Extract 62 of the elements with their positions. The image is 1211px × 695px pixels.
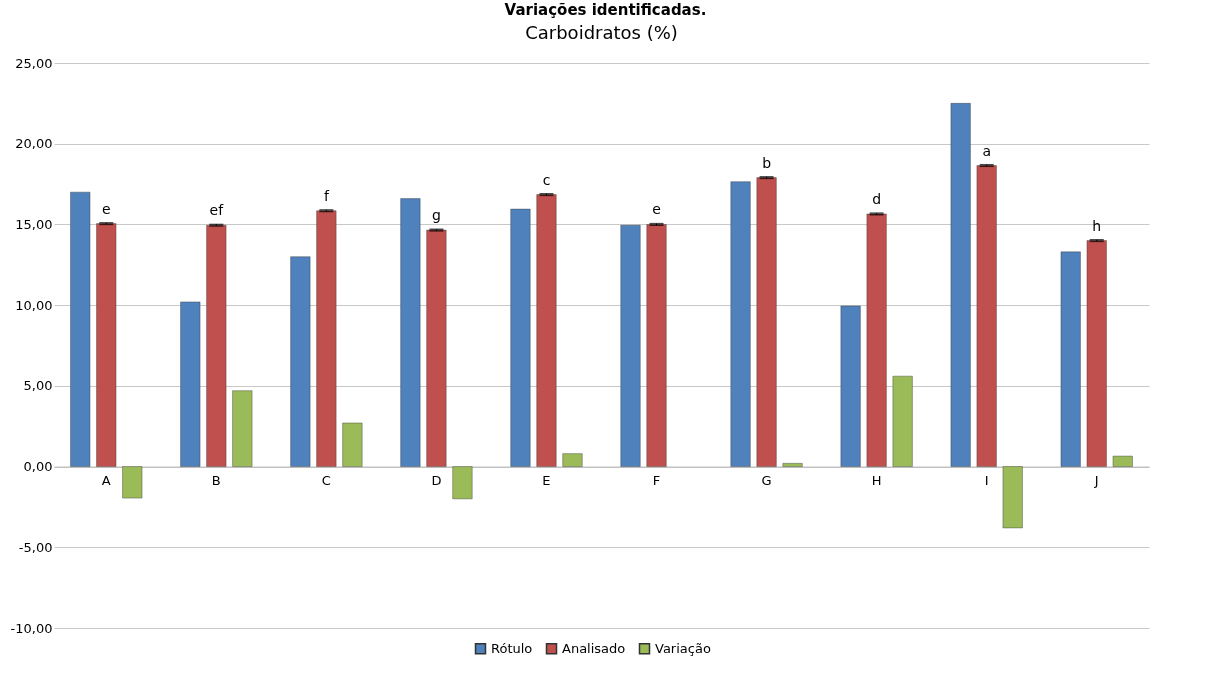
bar — [1002, 466, 1023, 529]
y-tick-label: 25,00 — [15, 55, 53, 71]
x-tick-label: B — [211, 473, 221, 489]
bar — [730, 181, 751, 467]
annotation: h — [1092, 217, 1102, 234]
text: Variações identificadas. — [503, 0, 708, 20]
bar — [290, 256, 311, 467]
legend-label: Rótulo — [491, 640, 533, 656]
bar — [756, 177, 777, 467]
y-tick-label: -10,00 — [10, 620, 53, 636]
y-tick-label: 5,00 — [23, 378, 53, 394]
x-tick-label: C — [321, 473, 331, 489]
bar — [646, 224, 667, 467]
x-tick-label: D — [431, 473, 442, 489]
bar — [1086, 240, 1107, 467]
x-tick-label: I — [984, 473, 989, 489]
annotation: ef — [209, 202, 225, 219]
bar — [122, 466, 143, 499]
bar — [950, 103, 971, 467]
bar — [316, 210, 337, 467]
bar — [70, 191, 91, 467]
bar — [536, 194, 557, 467]
bar — [232, 390, 253, 467]
legend-label: Analisado — [562, 640, 626, 656]
bar — [562, 453, 583, 467]
x-tick-label: F — [652, 473, 661, 489]
bar — [892, 375, 913, 467]
annotation: e — [101, 200, 111, 217]
y-tick-label: 15,00 — [15, 216, 53, 232]
bar — [180, 301, 201, 467]
bar — [510, 208, 531, 467]
bar — [976, 165, 997, 467]
bar — [840, 305, 861, 467]
annotation: c — [542, 171, 551, 188]
annotation: g — [431, 207, 441, 224]
y-tick-label: 0,00 — [23, 459, 53, 475]
annotation: f — [323, 187, 330, 204]
bar — [426, 229, 447, 467]
x-tick-label: A — [101, 473, 111, 489]
bar — [866, 213, 887, 467]
bar — [342, 422, 363, 467]
bar — [1112, 455, 1133, 467]
bar — [206, 225, 227, 467]
x-tick-label: H — [871, 473, 882, 489]
y-tick-label: 10,00 — [15, 297, 53, 313]
bar — [1060, 251, 1081, 467]
chart-title: Carboidratos (%) — [525, 22, 678, 43]
bar — [782, 463, 803, 467]
bar — [620, 225, 641, 467]
annotation: b — [762, 154, 772, 171]
annotation: e — [652, 201, 661, 218]
bar — [96, 223, 117, 467]
annotation: a — [982, 142, 991, 159]
y-tick-label: 20,00 — [15, 136, 53, 152]
y-tick-label: -5,00 — [18, 539, 53, 555]
x-tick-label: J — [1093, 473, 1099, 489]
legend-label: Variação — [655, 640, 711, 656]
bar — [452, 466, 473, 500]
annotation: d — [872, 190, 882, 207]
x-tick-label: E — [542, 473, 551, 489]
bar — [400, 198, 421, 467]
x-tick-label: G — [761, 473, 772, 489]
